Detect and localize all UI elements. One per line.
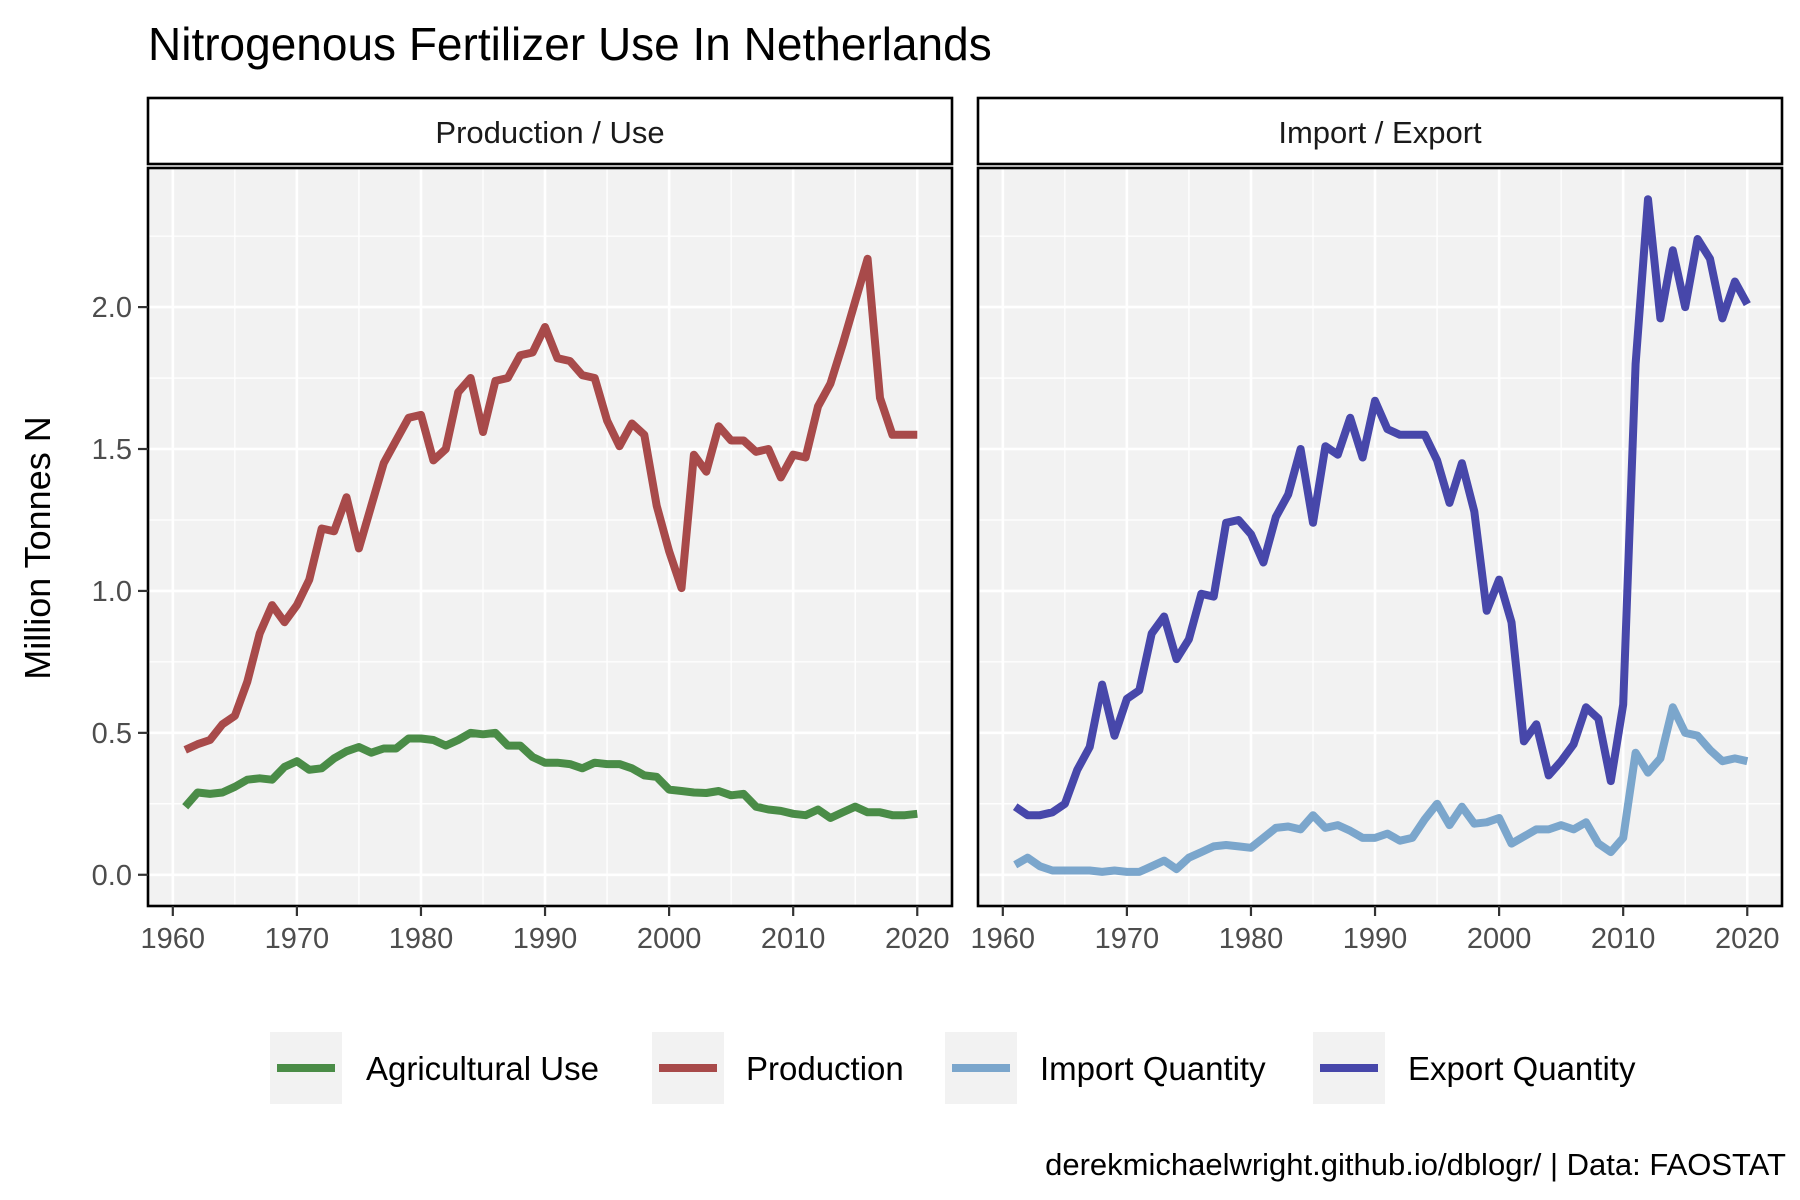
y-tick-label: 0.5	[92, 718, 132, 750]
panel-background	[148, 168, 952, 906]
legend-item-agricultural-use: Agricultural Use	[270, 1032, 599, 1104]
legend-label: Agricultural Use	[366, 1050, 599, 1087]
facet-panels: Production / Use 1960 1970 1980 1990 2000 2010…	[92, 96, 1784, 955]
x-tick-label: 2010	[761, 923, 826, 955]
legend-item-production: Production	[652, 1032, 904, 1104]
series-line-production	[183, 254, 918, 754]
panel-1: Production / Use 1960 1970 1980 1990 2000 2010…	[92, 96, 954, 955]
y-axis-title: Million Tonnes N	[17, 416, 58, 679]
x-tick-label: 2020	[885, 923, 950, 955]
y-tick-label: 1.0	[92, 576, 132, 608]
x-tick-label: 1970	[1095, 923, 1160, 955]
panel-border	[146, 166, 954, 908]
series-line-export-quantity	[1012, 195, 1751, 820]
strip-2	[976, 96, 1784, 166]
x-tick-label: 1990	[1343, 923, 1408, 955]
legend: Agricultural Use Production Import Quantit…	[270, 1032, 1636, 1104]
x-tick-label: 2010	[1591, 923, 1656, 955]
x-tick-label: 2000	[1467, 923, 1532, 955]
x-tick-label: 1980	[389, 923, 454, 955]
legend-label: Import Quantity	[1040, 1050, 1266, 1087]
legend-label: Export Quantity	[1408, 1050, 1636, 1087]
legend-item-export-quantity: Export Quantity	[1313, 1032, 1636, 1104]
chart-title: Nitrogenous Fertilizer Use In Netherland…	[148, 18, 992, 70]
x-tick-label: 2020	[1715, 923, 1780, 955]
series-line-import-quantity	[1013, 703, 1749, 876]
caption: derekmichaelwright.github.io/dblogr/ | D…	[1045, 1147, 1786, 1182]
strip-label: Production / Use	[435, 115, 664, 150]
panel-2: Import / Export 1960 1970 1980 1990 2000 2010 2…	[971, 96, 1784, 955]
y-tick-label: 0.0	[92, 860, 132, 892]
x-tick-label: 1990	[513, 923, 578, 955]
y-tick-label: 2.0	[92, 292, 132, 324]
x-tick-label: 1960	[971, 923, 1036, 955]
panel-background	[978, 168, 1782, 906]
series-line-agricultural-use	[182, 728, 918, 822]
y-tick-label: 1.5	[92, 434, 132, 466]
x-tick-label: 1970	[265, 923, 330, 955]
legend-label: Production	[746, 1050, 904, 1087]
x-tick-label: 1960	[141, 923, 206, 955]
x-tick-label: 2000	[637, 923, 702, 955]
strip-1	[146, 96, 954, 166]
legend-item-import-quantity: Import Quantity	[945, 1032, 1266, 1104]
strip-label: Import / Export	[1278, 115, 1482, 150]
x-tick-label: 1980	[1219, 923, 1284, 955]
panel-border	[976, 166, 1784, 908]
